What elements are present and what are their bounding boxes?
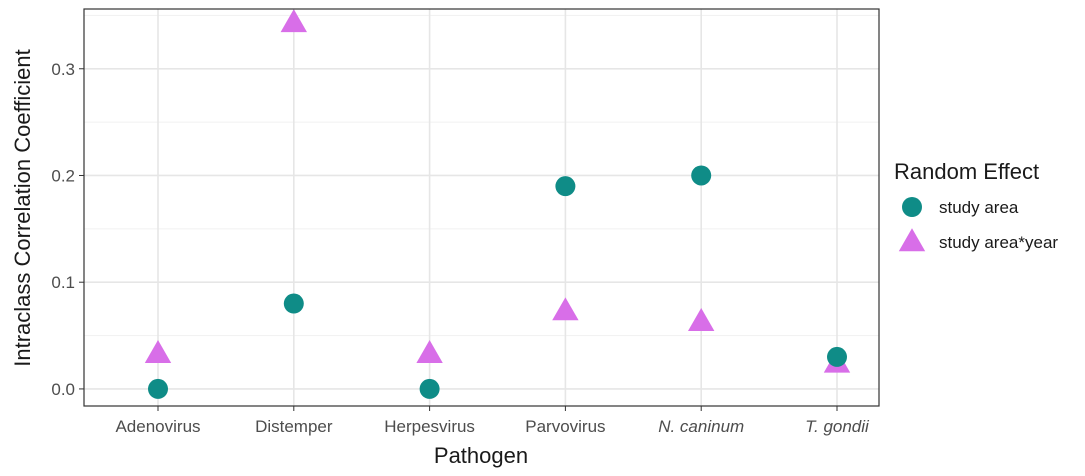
point-study-area-year	[144, 340, 172, 363]
x-tick-label: Distemper	[255, 417, 333, 436]
x-tick-label: Herpesvirus	[384, 417, 475, 436]
x-tick-label: Parvovirus	[525, 417, 605, 436]
legend-title: Random Effect	[894, 159, 1039, 184]
axis-layer: 0.0 0.1 0.2 0.3 Adenovirus Distemper Herpesvir…	[51, 60, 870, 436]
y-tick-label: 0.1	[51, 273, 75, 292]
panel-background	[84, 9, 879, 406]
legend-label: study area	[939, 198, 1019, 217]
y-tick-label: 0.2	[51, 166, 75, 185]
y-tick-label: 0.3	[51, 60, 75, 79]
point-study-area	[555, 176, 576, 197]
legend-key-triangle	[898, 228, 926, 252]
point-study-area	[283, 293, 304, 314]
point-study-area	[691, 165, 712, 186]
point-study-area-year	[416, 340, 443, 363]
legend: Random Effect study area study area*year	[894, 159, 1058, 252]
marks-layer	[144, 9, 851, 399]
point-study-area	[148, 378, 168, 399]
x-tick-label: N. caninum	[658, 417, 744, 436]
panel-border	[83, 8, 880, 407]
point-study-area-year	[280, 9, 307, 33]
grid-layer	[84, 9, 879, 406]
x-axis-title: Pathogen	[434, 443, 528, 468]
x-tick-label: Adenovirus	[115, 417, 200, 436]
point-study-area-year	[552, 297, 579, 321]
y-axis-title: Intraclass Correlation Coefficient	[10, 49, 35, 367]
point-study-area-year	[688, 308, 715, 331]
legend-label: study area*year	[939, 233, 1058, 252]
point-study-area	[827, 346, 847, 367]
x-tick-label: T. gondii	[805, 417, 870, 436]
point-study-area	[419, 378, 440, 399]
legend-key-circle	[902, 197, 922, 217]
y-tick-label: 0.0	[51, 380, 75, 399]
